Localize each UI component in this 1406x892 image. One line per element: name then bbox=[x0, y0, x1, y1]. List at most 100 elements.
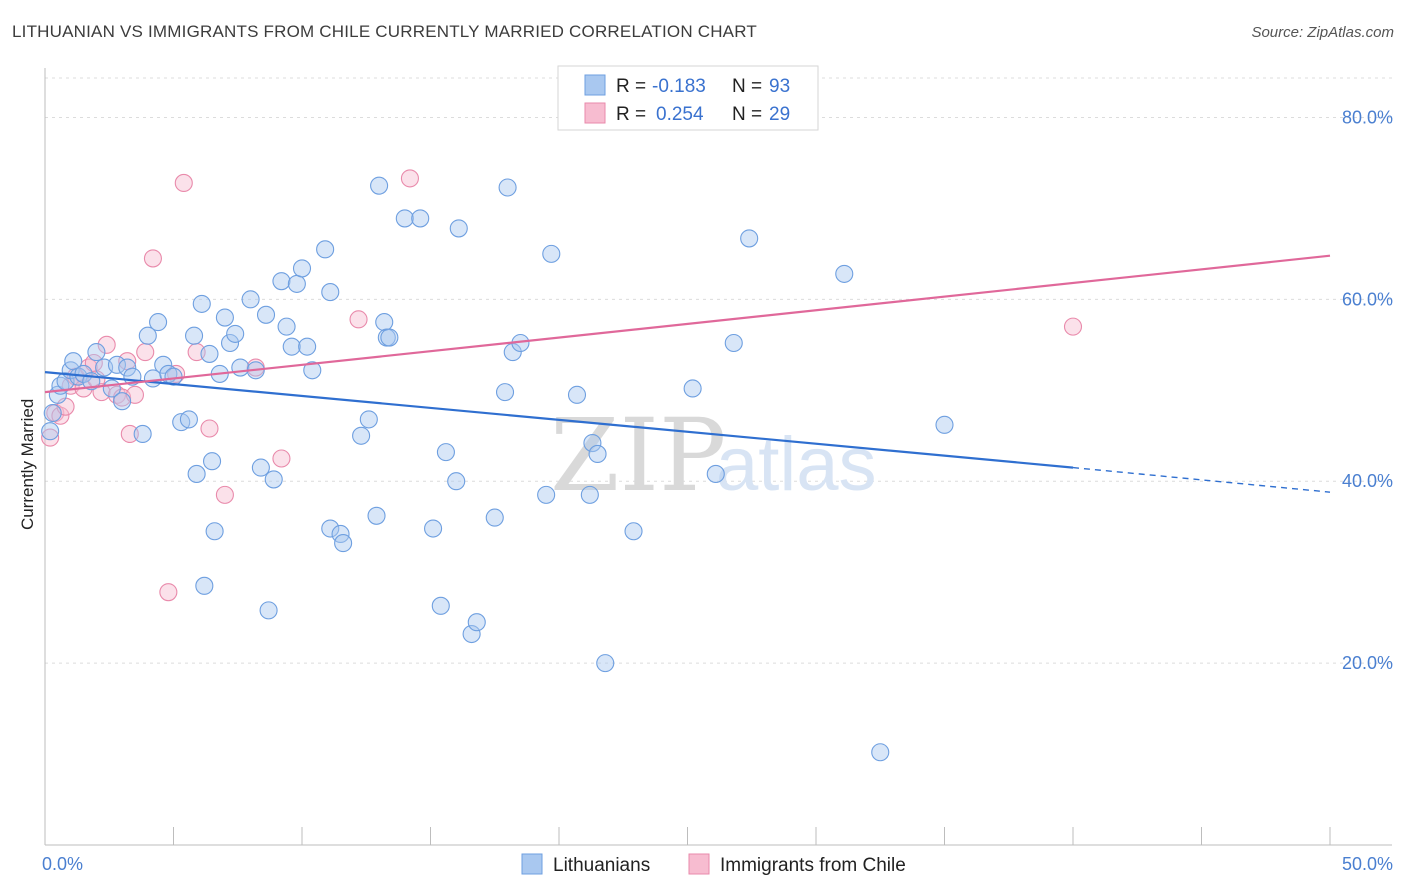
bottom-legend-lithuanians: Lithuanians bbox=[553, 855, 650, 876]
lithuanian-point bbox=[359, 410, 378, 429]
bottom-legend-swatch-chile bbox=[688, 853, 710, 875]
chile-point bbox=[120, 424, 139, 443]
y-tick-label: 80.0% bbox=[1342, 107, 1393, 127]
chile-trend-line bbox=[44, 254, 1331, 394]
axes bbox=[44, 68, 1392, 846]
y-tick-label: 60.0% bbox=[1342, 289, 1393, 309]
lithuanian-point bbox=[370, 176, 389, 195]
lithuanian-point bbox=[395, 209, 414, 228]
lithuanian-point bbox=[498, 178, 517, 197]
lithuanian-point bbox=[334, 534, 353, 553]
lithuanian-point bbox=[935, 415, 954, 434]
bottom-legend-chile: Immigrants from Chile bbox=[720, 855, 906, 876]
legend-r-value-lithuanians: -0.183 bbox=[652, 76, 706, 97]
lithuanian-point bbox=[683, 379, 702, 398]
lithuanian-point bbox=[567, 385, 587, 404]
lithuanian-point bbox=[542, 244, 561, 263]
lithuanian-point bbox=[447, 472, 466, 491]
legend: R = -0.183 N = 93 R = 0.254 N = 29 bbox=[557, 65, 819, 131]
chile-point bbox=[1063, 317, 1083, 336]
y-axis-label: Currently Married bbox=[18, 399, 37, 530]
legend-swatch-lithuanians bbox=[584, 74, 606, 96]
legend-swatch-chile bbox=[584, 102, 606, 124]
lithuanian-point bbox=[154, 355, 173, 374]
lithuanian-point bbox=[195, 576, 214, 595]
lithuanian-point bbox=[580, 485, 599, 504]
lithuanian-point bbox=[215, 308, 234, 327]
lithuanian-point bbox=[251, 458, 270, 477]
lithuanian-point bbox=[624, 522, 643, 541]
watermark-atlas: atlas bbox=[716, 422, 877, 507]
lithuanian-point bbox=[467, 613, 486, 632]
lithuanian-point bbox=[871, 743, 890, 762]
lithuanian-point bbox=[192, 294, 211, 313]
lithuanian-point bbox=[113, 392, 132, 411]
lithuanian-point bbox=[706, 464, 725, 484]
x-tick-label: 0.0% bbox=[42, 854, 83, 874]
lithuanian-point bbox=[272, 272, 291, 291]
lithuanian-point bbox=[462, 624, 481, 644]
lithuanian-point bbox=[449, 219, 468, 238]
lithuanian-point bbox=[835, 264, 854, 283]
lithuanian-point bbox=[187, 464, 206, 484]
lithuanian-point bbox=[205, 522, 224, 541]
lithuanian-point bbox=[259, 601, 278, 620]
chile-point bbox=[400, 169, 419, 188]
bottom-legend-swatch-lithuanians bbox=[521, 853, 543, 875]
lithuanian-point bbox=[231, 358, 250, 377]
y-tick-label: 20.0% bbox=[1342, 653, 1393, 673]
source-credit: Source: ZipAtlas.com bbox=[1251, 24, 1394, 41]
legend-n-label: N = bbox=[732, 76, 762, 97]
legend-n-label: N = bbox=[732, 104, 762, 125]
chile-point bbox=[159, 583, 178, 602]
chile-point bbox=[136, 343, 155, 362]
lithuanian-point bbox=[282, 337, 301, 356]
lithuanian-point bbox=[149, 313, 168, 332]
chile-point bbox=[174, 173, 193, 192]
lithuanian-point bbox=[43, 403, 62, 423]
lithuanian-point bbox=[256, 305, 276, 324]
lithuanian-point bbox=[596, 654, 615, 673]
lithuanian-point bbox=[411, 209, 430, 228]
lithuanian-point bbox=[740, 229, 759, 248]
lithuanian-point bbox=[298, 337, 317, 356]
series-lithuanians bbox=[41, 176, 954, 762]
lithuanian-point bbox=[583, 433, 602, 453]
y-tick-label: 40.0% bbox=[1342, 471, 1393, 491]
chile-point bbox=[349, 310, 368, 329]
legend-r-value-chile: 0.254 bbox=[656, 104, 704, 125]
legend-r-label: R = bbox=[616, 104, 646, 125]
lithuanian-point bbox=[352, 426, 371, 445]
lithuanian-point bbox=[287, 274, 306, 293]
lithuanian-point bbox=[220, 333, 240, 353]
lithuanian-point bbox=[241, 290, 260, 309]
lithuanian-point bbox=[203, 452, 222, 471]
lithuanian-point bbox=[724, 333, 743, 353]
lithuanian-point bbox=[185, 326, 204, 345]
lithuanian-point bbox=[264, 470, 283, 489]
lithuanian-point bbox=[179, 410, 198, 429]
chile-point bbox=[272, 449, 291, 468]
lithuanian-point bbox=[321, 519, 340, 538]
lithuanian-point bbox=[200, 344, 219, 363]
chile-point bbox=[200, 419, 219, 438]
trend-lines bbox=[44, 254, 1331, 493]
chile-point bbox=[41, 428, 60, 447]
lithuanian-point bbox=[424, 519, 443, 538]
y-tick-labels: 20.0% 40.0% 60.0% 80.0% bbox=[1342, 107, 1393, 673]
lithuanian-point bbox=[588, 444, 607, 464]
lithuanian-point bbox=[226, 324, 245, 343]
chile-point bbox=[215, 485, 234, 504]
lithuanian-point bbox=[107, 355, 127, 374]
lithuanian-point bbox=[375, 313, 394, 332]
lithuanian-point bbox=[87, 343, 106, 362]
lithuanian-point bbox=[292, 259, 312, 278]
x-tick-label: 50.0% bbox=[1342, 854, 1393, 874]
lithuanian-point bbox=[118, 358, 137, 377]
legend-r-label: R = bbox=[616, 76, 646, 97]
lithuanian-point bbox=[277, 317, 296, 336]
lithuanian-point bbox=[321, 283, 340, 302]
lithuanian-point bbox=[495, 383, 515, 402]
lithuanian-point bbox=[41, 422, 60, 441]
